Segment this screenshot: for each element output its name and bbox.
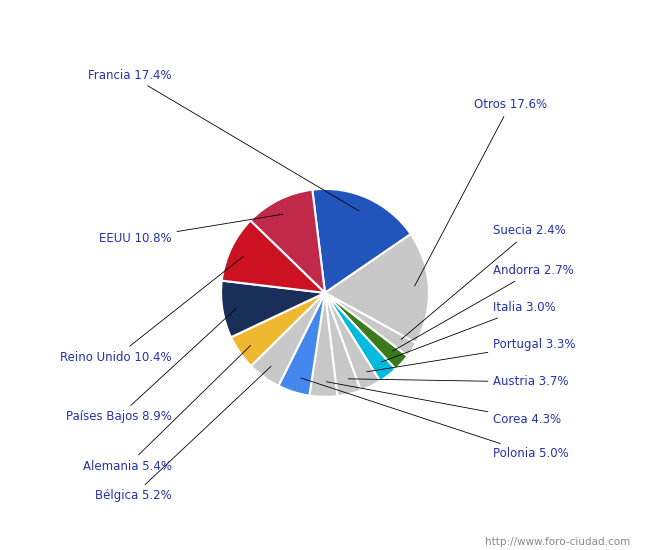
- Wedge shape: [313, 189, 411, 293]
- Text: Francia 17.4%: Francia 17.4%: [88, 69, 359, 211]
- Text: Otros 17.6%: Otros 17.6%: [415, 98, 547, 286]
- Text: http://www.foro-ciudad.com: http://www.foro-ciudad.com: [486, 537, 630, 547]
- Text: Portugal 3.3%: Portugal 3.3%: [367, 338, 576, 372]
- Wedge shape: [250, 190, 325, 293]
- Wedge shape: [221, 280, 325, 337]
- Wedge shape: [325, 293, 408, 369]
- Text: Reino Unido 10.4%: Reino Unido 10.4%: [60, 257, 243, 364]
- Wedge shape: [325, 293, 416, 356]
- Wedge shape: [231, 293, 325, 366]
- Wedge shape: [325, 293, 396, 381]
- Wedge shape: [325, 293, 380, 390]
- Text: Italia 3.0%: Italia 3.0%: [382, 301, 556, 362]
- Text: Polonia 5.0%: Polonia 5.0%: [301, 378, 569, 460]
- Text: Países Bajos 8.9%: Países Bajos 8.9%: [66, 309, 236, 423]
- Wedge shape: [325, 234, 429, 343]
- Text: Andorra 2.7%: Andorra 2.7%: [393, 264, 574, 351]
- Wedge shape: [222, 221, 325, 293]
- Wedge shape: [309, 293, 337, 397]
- Text: Castellbell i el Vilar - Turistas extranjeros según país - Abril de 2024: Castellbell i el Vilar - Turistas extran…: [43, 12, 607, 28]
- Wedge shape: [278, 293, 325, 395]
- Text: Suecia 2.4%: Suecia 2.4%: [401, 224, 566, 339]
- Wedge shape: [325, 293, 361, 396]
- Text: Austria 3.7%: Austria 3.7%: [348, 376, 569, 388]
- Text: Alemania 5.4%: Alemania 5.4%: [83, 345, 251, 472]
- Wedge shape: [251, 293, 325, 386]
- Text: Corea 4.3%: Corea 4.3%: [326, 382, 562, 426]
- Text: EEUU 10.8%: EEUU 10.8%: [99, 214, 283, 245]
- Text: Bélgica 5.2%: Bélgica 5.2%: [95, 366, 271, 502]
